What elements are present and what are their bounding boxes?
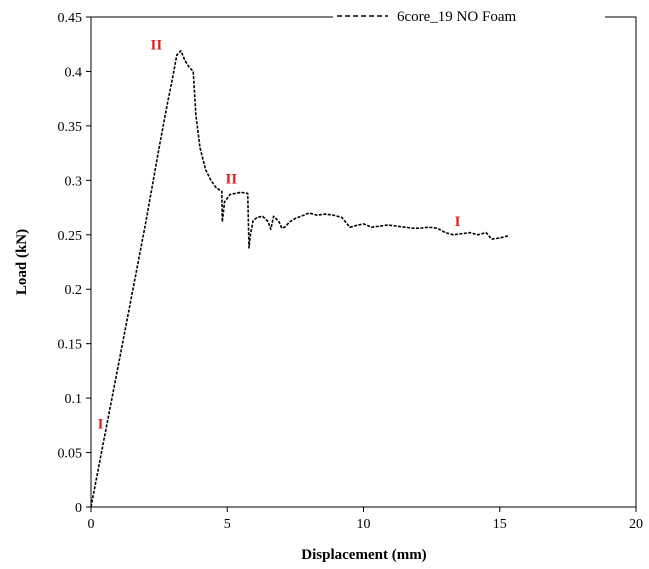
y-tick-label: 0.15 bbox=[58, 338, 83, 353]
data-point bbox=[270, 229, 272, 230]
y-tick-label: 0 bbox=[75, 501, 82, 516]
annotation-label: I bbox=[98, 417, 104, 433]
data-point bbox=[420, 227, 422, 229]
data-point bbox=[273, 215, 274, 217]
data-point bbox=[267, 221, 269, 223]
data-point bbox=[303, 214, 304, 216]
data-point bbox=[278, 221, 280, 223]
data-point bbox=[210, 180, 212, 181]
data-point bbox=[104, 435, 105, 437]
data-point bbox=[371, 226, 372, 228]
data-point bbox=[180, 50, 182, 52]
x-axis-title: Displacement (mm) bbox=[301, 547, 426, 563]
data-point bbox=[387, 224, 389, 226]
data-point bbox=[404, 226, 405, 228]
data-point bbox=[333, 214, 334, 216]
data-point bbox=[221, 190, 223, 192]
data-point bbox=[436, 227, 438, 229]
data-point bbox=[477, 234, 479, 236]
data-point bbox=[289, 221, 291, 223]
x-tick-label: 0 bbox=[88, 517, 95, 532]
data-point bbox=[222, 221, 223, 223]
data-point bbox=[485, 232, 487, 233]
data-point bbox=[379, 225, 381, 227]
data-point bbox=[281, 227, 283, 229]
data-point bbox=[247, 193, 248, 194]
data-point bbox=[158, 147, 160, 148]
data-point bbox=[184, 60, 186, 61]
y-tick-label: 0.2 bbox=[65, 283, 83, 298]
annotation-label: II bbox=[151, 38, 163, 54]
data-point bbox=[235, 193, 236, 194]
legend: 6core_19 NO Foam bbox=[333, 4, 605, 28]
y-tick-label: 0.45 bbox=[58, 11, 83, 26]
data-point bbox=[90, 506, 92, 508]
series-layer bbox=[90, 49, 509, 508]
data-point bbox=[469, 232, 471, 233]
data-point bbox=[240, 192, 242, 193]
data-point bbox=[192, 71, 194, 72]
legend-label: 6core_19 NO Foam bbox=[397, 9, 516, 25]
data-point bbox=[316, 214, 318, 216]
data-point bbox=[363, 223, 364, 225]
x-axis-ticks: 0 5 10 15 20 bbox=[88, 507, 643, 532]
data-point bbox=[188, 66, 190, 68]
x-tick-label: 5 bbox=[224, 517, 231, 532]
y-tick-label: 0.25 bbox=[58, 229, 83, 244]
data-point bbox=[357, 224, 359, 226]
data-point bbox=[252, 220, 254, 221]
data-point bbox=[284, 226, 285, 228]
x-tick-label: 20 bbox=[629, 517, 643, 532]
data-point bbox=[205, 169, 206, 170]
y-tick-label: 0.1 bbox=[65, 392, 83, 407]
data-point bbox=[491, 238, 492, 240]
data-point bbox=[444, 232, 446, 233]
annotation-label: I bbox=[455, 214, 461, 230]
data-point bbox=[428, 226, 430, 228]
y-tick-label: 0.35 bbox=[58, 120, 83, 135]
data-point bbox=[224, 201, 225, 203]
data-point bbox=[172, 76, 174, 78]
y-tick-label: 0.3 bbox=[65, 174, 83, 189]
y-tick-label: 0.05 bbox=[58, 447, 83, 462]
data-point bbox=[461, 233, 462, 234]
data-point bbox=[256, 217, 258, 218]
data-point bbox=[349, 226, 351, 228]
data-point bbox=[341, 217, 343, 218]
y-tick-label: 0.4 bbox=[65, 65, 83, 80]
data-point bbox=[248, 247, 250, 249]
data-point bbox=[199, 147, 201, 148]
y-axis-ticks: 0 0.05 0.1 0.15 0.2 0.25 0.3 0.35 0.4 0.45 bbox=[58, 11, 91, 516]
data-point bbox=[250, 234, 251, 236]
data-point bbox=[131, 294, 133, 295]
data-point bbox=[308, 212, 310, 214]
annotation-label: II bbox=[225, 172, 237, 188]
data-point bbox=[499, 237, 501, 239]
data-point bbox=[295, 218, 296, 219]
data-point bbox=[262, 215, 263, 217]
data-point bbox=[229, 194, 231, 195]
data-point bbox=[453, 234, 454, 236]
data-point bbox=[117, 365, 119, 366]
data-point bbox=[412, 227, 413, 229]
data-point bbox=[176, 54, 178, 56]
x-tick-label: 10 bbox=[357, 517, 371, 532]
y-axis-title: Load (kN) bbox=[14, 229, 30, 295]
data-point bbox=[325, 213, 326, 215]
data-point bbox=[145, 223, 146, 225]
data-point bbox=[216, 187, 217, 189]
data-point bbox=[395, 225, 397, 227]
data-point bbox=[195, 114, 197, 116]
data-point bbox=[167, 103, 168, 105]
x-tick-label: 15 bbox=[493, 517, 507, 532]
data-point bbox=[507, 235, 509, 237]
